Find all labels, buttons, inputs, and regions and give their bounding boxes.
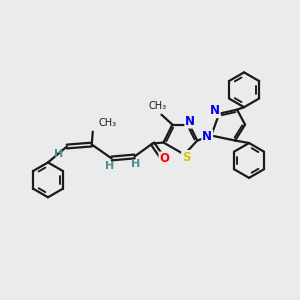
Text: CH₃: CH₃ bbox=[148, 101, 166, 111]
Text: H: H bbox=[131, 159, 140, 170]
Text: N: N bbox=[202, 130, 212, 143]
Text: N: N bbox=[210, 104, 220, 117]
Text: CH₃: CH₃ bbox=[99, 118, 117, 128]
Text: H: H bbox=[54, 149, 64, 159]
Text: N: N bbox=[185, 115, 195, 128]
Text: S: S bbox=[182, 151, 190, 164]
Text: H: H bbox=[105, 161, 114, 171]
Text: O: O bbox=[159, 152, 170, 166]
